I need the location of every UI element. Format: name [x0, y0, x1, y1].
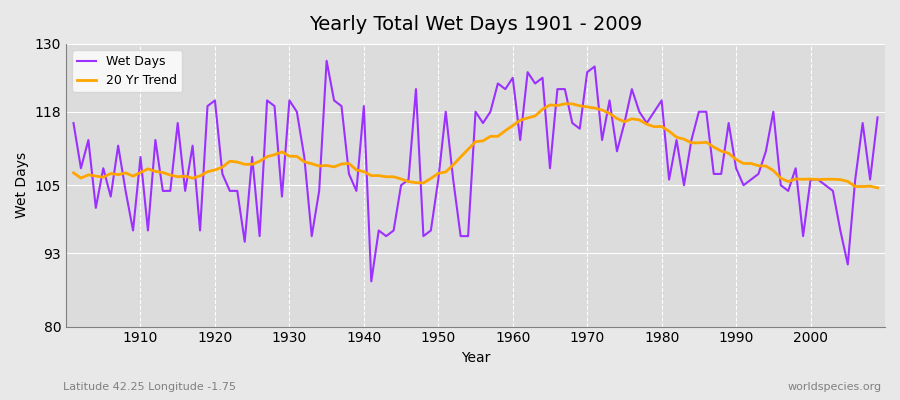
20 Yr Trend — [508, 123, 518, 128]
Wet Days — [292, 109, 302, 114]
X-axis label: Year: Year — [461, 351, 491, 365]
20 Yr Trend — [560, 102, 571, 106]
20 Yr Trend — [500, 128, 510, 133]
Wet Days — [344, 172, 355, 176]
Legend: Wet Days, 20 Yr Trend: Wet Days, 20 Yr Trend — [72, 50, 182, 92]
Title: Yearly Total Wet Days 1901 - 2009: Yearly Total Wet Days 1901 - 2009 — [309, 15, 642, 34]
20 Yr Trend — [604, 111, 615, 116]
Wet Days — [522, 70, 533, 74]
Wet Days — [872, 115, 883, 120]
20 Yr Trend — [872, 186, 883, 190]
Text: worldspecies.org: worldspecies.org — [788, 382, 882, 392]
Wet Days — [128, 228, 139, 233]
Wet Days — [515, 138, 526, 142]
Wet Days — [321, 58, 332, 63]
Line: Wet Days: Wet Days — [74, 61, 878, 281]
20 Yr Trend — [336, 162, 346, 166]
Text: Latitude 42.25 Longitude -1.75: Latitude 42.25 Longitude -1.75 — [63, 382, 236, 392]
Y-axis label: Wet Days: Wet Days — [15, 152, 29, 218]
Wet Days — [68, 121, 79, 126]
20 Yr Trend — [292, 154, 302, 159]
Wet Days — [366, 279, 377, 284]
20 Yr Trend — [128, 174, 139, 178]
Wet Days — [612, 149, 623, 154]
Line: 20 Yr Trend: 20 Yr Trend — [74, 104, 878, 188]
20 Yr Trend — [68, 170, 79, 175]
